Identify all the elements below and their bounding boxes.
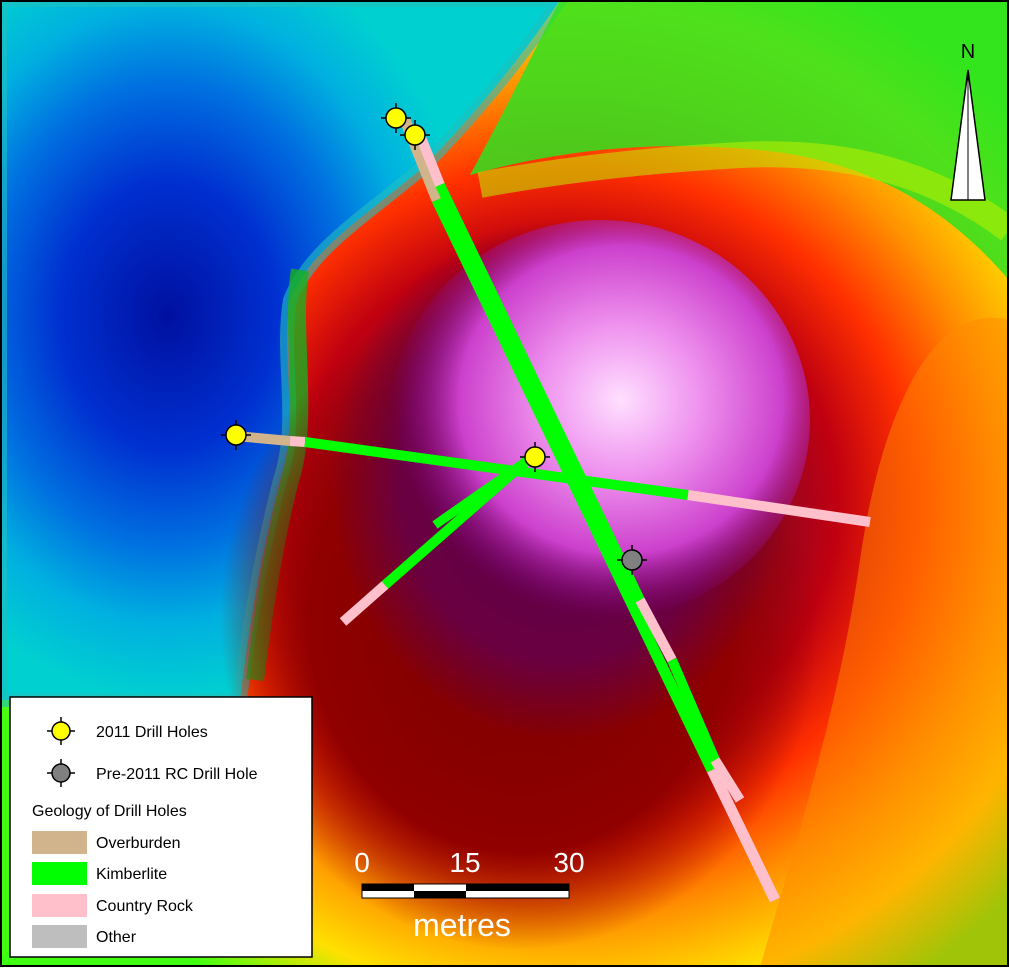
legend-label: Kimberlite xyxy=(96,866,167,883)
legend-label: Country Rock xyxy=(96,898,194,915)
drill-hole-marker-icon[interactable] xyxy=(617,545,647,575)
legend-label: Other xyxy=(96,929,137,946)
legend-geology-title: Geology of Drill Holes xyxy=(32,803,187,820)
legend-label: Pre-2011 RC Drill Hole xyxy=(96,766,258,783)
drill-hole-marker-icon xyxy=(47,759,75,787)
legend-label: Overburden xyxy=(96,835,181,852)
north-arrow: N xyxy=(950,41,986,201)
scale-bar: 0 15 30 metres xyxy=(354,847,584,943)
scale-tick-30: 30 xyxy=(553,847,584,878)
drill-collars xyxy=(221,103,647,575)
legend-item-2011-drill-holes: 2011 Drill Holes xyxy=(47,717,208,745)
legend-label: 2011 Drill Holes xyxy=(96,724,208,741)
legend-item-pre-2011-rc-drill-hole: Pre-2011 RC Drill Hole xyxy=(47,759,258,787)
scale-tick-0: 0 xyxy=(354,847,370,878)
scale-unit: metres xyxy=(413,907,511,943)
legend-geology-other: Other xyxy=(32,925,137,948)
drill-hole-marker-icon[interactable] xyxy=(381,103,411,133)
legend-geology-kimberlite: Kimberlite xyxy=(32,862,167,885)
legend-geology-country-rock: Country Rock xyxy=(32,894,194,917)
drill-hole-marker-icon[interactable] xyxy=(221,420,251,450)
legend: 2011 Drill Holes Pre-2011 RC Drill Hole … xyxy=(9,696,313,958)
drill-hole-marker-icon xyxy=(47,717,75,745)
legend-geology-overburden: Overburden xyxy=(32,831,181,854)
north-label: N xyxy=(961,41,975,63)
drill-trace-north-2 xyxy=(415,133,745,803)
drill-hole-marker-icon[interactable] xyxy=(400,120,430,150)
drill-hole-marker-icon[interactable] xyxy=(520,442,550,472)
scale-tick-15: 15 xyxy=(449,847,480,878)
drill-trace-southwest xyxy=(339,454,534,626)
